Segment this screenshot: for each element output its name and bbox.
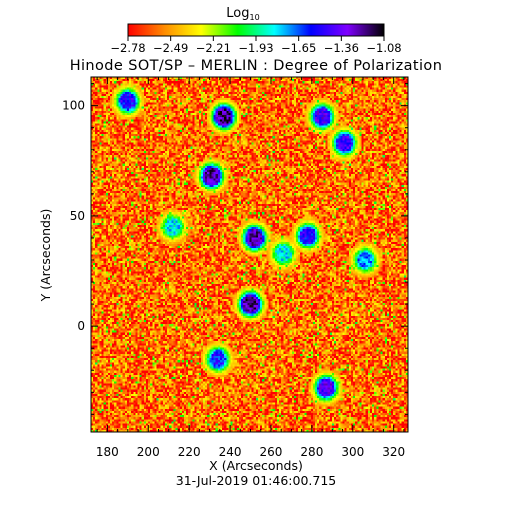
colorbar-tick-label: −1.08 <box>366 41 401 55</box>
colorbar-tick-label: −2.21 <box>196 41 231 55</box>
colorbar-tick-label: −1.93 <box>238 41 273 55</box>
heatmap <box>91 77 408 432</box>
colorbar-label: Log10 <box>226 6 259 22</box>
y-tick-label: 0 <box>77 319 85 333</box>
colorbar-ticks: −2.78 −2.49 −2.21 −1.93 −1.65 −1.36 −1.08 <box>110 36 402 55</box>
y-axis-ticks: 0 50 100 <box>62 83 408 415</box>
x-tick-label: 320 <box>382 445 405 459</box>
plot-frame <box>90 76 409 433</box>
chart-title: Hinode SOT/SP – MERLIN : Degree of Polar… <box>70 58 443 74</box>
x-axis-ticks: 180 200 220 240 260 280 300 320 <box>96 77 405 459</box>
y-tick-label: 100 <box>62 99 85 113</box>
colorbar-label-subscript: 10 <box>250 13 260 22</box>
x-tick-label: 240 <box>219 445 242 459</box>
colorbar-tick-label: −2.78 <box>110 41 145 55</box>
x-tick-label: 300 <box>341 445 364 459</box>
colorbar-tick-label: −1.65 <box>281 41 316 55</box>
x-tick-label: 260 <box>260 445 283 459</box>
y-tick-label: 50 <box>70 209 85 223</box>
x-tick-label: 220 <box>178 445 201 459</box>
x-tick-label: 280 <box>300 445 323 459</box>
colorbar-tick-label: −2.49 <box>153 41 188 55</box>
y-axis-label: Y (Arcseconds) <box>38 209 53 303</box>
colorbar-tick-label: −1.36 <box>324 41 359 55</box>
colorbar <box>127 23 385 37</box>
heatmap-image <box>91 77 408 432</box>
x-axis-label: X (Arcseconds) <box>209 458 303 473</box>
x-tick-label: 180 <box>96 445 119 459</box>
x-tick-label: 200 <box>137 445 160 459</box>
timestamp: 31-Jul-2019 01:46:00.715 <box>176 473 336 488</box>
